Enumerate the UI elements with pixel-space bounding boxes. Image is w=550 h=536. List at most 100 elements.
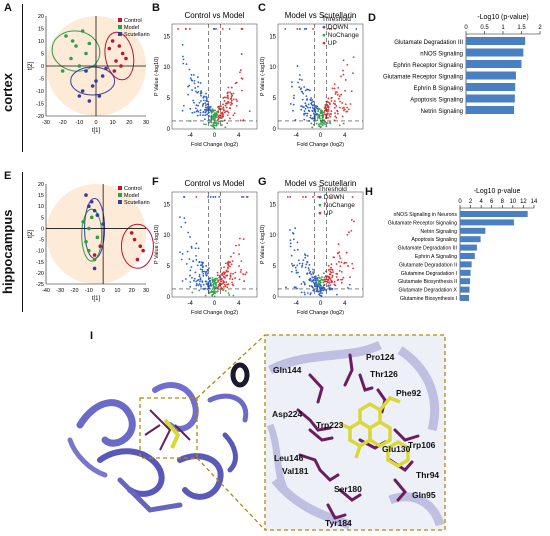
volcano-point — [320, 289, 323, 292]
volcano-point — [312, 268, 314, 271]
volcano-point — [322, 286, 324, 289]
data-point — [84, 51, 88, 56]
volcano-point — [344, 89, 347, 92]
volcano-point — [342, 73, 345, 76]
volcano-point — [308, 269, 310, 271]
volcano-point — [195, 284, 198, 287]
y-tick-label: 10 — [163, 233, 170, 239]
volcano-point — [312, 276, 314, 279]
volcano-point — [306, 273, 309, 275]
volcano-point — [201, 268, 204, 271]
volcano-point — [210, 119, 213, 122]
volcano-point — [300, 105, 303, 108]
data-point — [95, 235, 100, 240]
volcano-point — [302, 281, 305, 283]
volcano-point — [199, 264, 202, 267]
bar-category-label: Glutamate Receptor Signaling — [383, 75, 463, 81]
x-tick-label: -4 — [188, 301, 194, 307]
y-tick-label: 15 — [269, 34, 276, 40]
volcano-point — [236, 100, 238, 103]
bar-category-label: nNOS Signaling in Neurons — [394, 212, 458, 218]
volcano-point — [205, 271, 208, 273]
bar — [460, 261, 472, 268]
data-point — [84, 193, 88, 197]
volcano-point — [182, 62, 185, 65]
bar-category-label: Glutamate Receptor Signaling — [388, 220, 457, 226]
volcano-point — [296, 287, 298, 290]
volcano-point — [201, 105, 204, 107]
volcano-point — [336, 252, 339, 255]
y-tick-label: 0 — [41, 64, 44, 70]
bar-category-label: Glutamine Biosynthesis I — [400, 296, 457, 302]
volcano-point — [216, 116, 218, 119]
volcano-point — [318, 286, 321, 288]
residue-label: Asp224 — [272, 409, 303, 419]
volcano-point — [184, 221, 187, 224]
volcano-point — [197, 284, 200, 287]
volcano-plot-control-vs-model-cortex: Control vs Model -4 0 4 0 5 10 15 Fold Change (l… — [154, 11, 258, 148]
x-tick-label: 2 — [469, 199, 473, 205]
volcano-point — [232, 252, 235, 255]
volcano-point — [318, 277, 321, 279]
volcano-point — [323, 107, 326, 109]
volcano-point — [194, 271, 197, 274]
volcano-point — [321, 117, 324, 120]
volcano-point — [322, 284, 325, 287]
volcano-point — [228, 265, 231, 268]
volcano-point — [344, 103, 347, 106]
group-ellipse — [51, 30, 101, 72]
volcano-point — [330, 266, 333, 269]
pca-plot-cortex: -30 -20 -10 0 10 20 30-20-15-10-505101520t[1]t… — [28, 14, 150, 134]
bar-category-label: Apoptosis Signaling — [410, 98, 463, 104]
volcano-point — [289, 196, 292, 198]
volcano-point — [217, 110, 220, 112]
y-tick-label: 15 — [38, 193, 44, 199]
bar — [460, 211, 528, 217]
volcano-point — [227, 261, 229, 264]
volcano-point — [201, 270, 204, 273]
volcano-point — [225, 102, 228, 104]
residue-label: Tyr184 — [325, 518, 352, 528]
volcano-point — [312, 196, 314, 198]
volcano-point — [304, 196, 307, 198]
volcano-point — [194, 90, 197, 93]
volcano-point — [304, 266, 307, 269]
volcano-point — [303, 118, 306, 121]
volcano-point — [198, 101, 201, 104]
volcano-point — [221, 28, 224, 30]
volcano-point — [221, 115, 223, 118]
data-point — [114, 59, 118, 63]
volcano-point — [241, 77, 244, 80]
volcano-point — [190, 79, 193, 81]
volcano-point — [222, 113, 225, 116]
volcano-title: Model vs Scutellarin — [285, 179, 357, 188]
volcano-point — [307, 103, 310, 106]
volcano-point — [225, 110, 227, 113]
volcano-point — [238, 253, 240, 256]
volcano-point — [198, 261, 201, 263]
volcano-point — [300, 87, 303, 90]
y-tick-label: 10 — [269, 233, 276, 239]
volcano-plot-model-vs-scutellarin-hippocampus: Model vs Scutellarin -4 0 4 0 5 10 15 Fold Chang… — [260, 179, 364, 316]
bar-category-label: Glutamate Degradation III — [394, 40, 463, 46]
volcano-point — [319, 284, 322, 287]
volcano-point — [346, 110, 349, 113]
x-tick-label: 0 — [213, 301, 217, 307]
volcano-point — [190, 247, 193, 249]
volcano-point — [306, 261, 309, 264]
volcano-point — [227, 267, 229, 270]
volcano-point — [325, 280, 327, 283]
legend-label: Model — [124, 25, 139, 31]
x-tick-label: -4 — [294, 301, 300, 307]
volcano-point — [207, 281, 210, 284]
volcano-point — [213, 280, 216, 282]
volcano-point — [212, 122, 215, 125]
data-point — [87, 204, 91, 209]
volcano-point — [294, 227, 297, 230]
volcano-point — [242, 196, 245, 198]
volcano-point — [336, 293, 338, 296]
volcano-point — [204, 294, 207, 297]
volcano-point — [232, 92, 235, 95]
volcano-point — [185, 262, 188, 265]
x-tick-label: -40 — [42, 288, 50, 294]
